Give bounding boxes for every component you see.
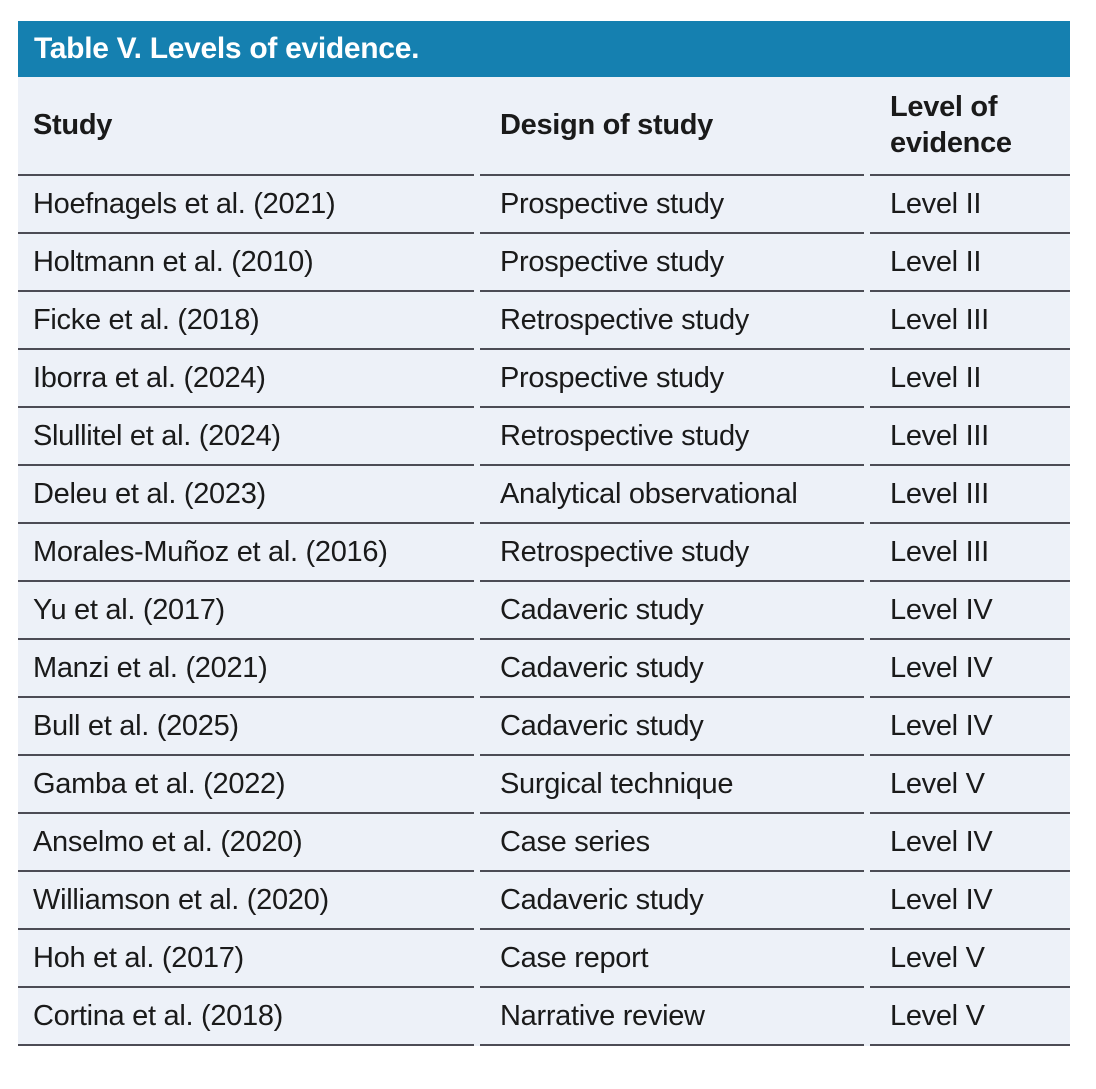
design-cell: Prospective study (480, 350, 864, 408)
table-row: Holtmann et al. (2010) Prospective study L… (18, 234, 1070, 292)
table-row: Yu et al. (2017) Cadaveric study Level IV (18, 582, 1070, 640)
level-cell: Level V (870, 988, 1070, 1046)
level-cell: Level V (870, 930, 1070, 988)
column-header-design: Design of study (480, 77, 864, 176)
design-cell: Prospective study (480, 234, 864, 292)
study-cell: Manzi et al. (2021) (18, 640, 474, 698)
design-cell: Prospective study (480, 176, 864, 234)
table-row: Hoh et al. (2017) Case report Level V (18, 930, 1070, 988)
level-cell: Level IV (870, 872, 1070, 930)
design-cell: Analytical observational (480, 466, 864, 524)
table-row: Manzi et al. (2021) Cadaveric study Level … (18, 640, 1070, 698)
study-cell: Anselmo et al. (2020) (18, 814, 474, 872)
level-cell: Level III (870, 524, 1070, 582)
level-cell: Level IV (870, 814, 1070, 872)
level-cell: Level II (870, 350, 1070, 408)
study-cell: Bull et al. (2025) (18, 698, 474, 756)
table-row: Deleu et al. (2023) Analytical observatio… (18, 466, 1070, 524)
design-cell: Narrative review (480, 988, 864, 1046)
table-title-bar: Table V. Levels of evidence. (18, 21, 1070, 77)
study-cell: Hoefnagels et al. (2021) (18, 176, 474, 234)
level-cell: Level II (870, 234, 1070, 292)
column-header-level: Level of evidence (870, 77, 1070, 176)
level-cell: Level III (870, 466, 1070, 524)
evidence-table: Table V. Levels of evidence. Study Desig… (18, 21, 1070, 1046)
level-cell: Level II (870, 176, 1070, 234)
study-cell: Williamson et al. (2020) (18, 872, 474, 930)
study-cell: Deleu et al. (2023) (18, 466, 474, 524)
design-cell: Case series (480, 814, 864, 872)
level-cell: Level III (870, 292, 1070, 350)
table-body: Hoefnagels et al. (2021) Prospective stud… (18, 176, 1070, 1046)
table-row: Morales-Muñoz et al. (2016) Retrospective… (18, 524, 1070, 582)
design-cell: Retrospective study (480, 524, 864, 582)
level-cell: Level V (870, 756, 1070, 814)
design-cell: Surgical technique (480, 756, 864, 814)
table-row: Anselmo et al. (2020) Case series Level IV (18, 814, 1070, 872)
study-cell: Slullitel et al. (2024) (18, 408, 474, 466)
table-row: Bull et al. (2025) Cadaveric study Level I… (18, 698, 1070, 756)
study-cell: Cortina et al. (2018) (18, 988, 474, 1046)
study-cell: Hoh et al. (2017) (18, 930, 474, 988)
table-row: Cortina et al. (2018) Narrative review Lev… (18, 988, 1070, 1046)
table-row: Hoefnagels et al. (2021) Prospective stud… (18, 176, 1070, 234)
design-cell: Cadaveric study (480, 698, 864, 756)
study-cell: Yu et al. (2017) (18, 582, 474, 640)
study-cell: Iborra et al. (2024) (18, 350, 474, 408)
design-cell: Retrospective study (480, 408, 864, 466)
table-row: Slullitel et al. (2024) Retrospective stu… (18, 408, 1070, 466)
design-cell: Cadaveric study (480, 872, 864, 930)
study-cell: Holtmann et al. (2010) (18, 234, 474, 292)
table-row: Williamson et al. (2020) Cadaveric study L… (18, 872, 1070, 930)
study-cell: Gamba et al. (2022) (18, 756, 474, 814)
design-cell: Retrospective study (480, 292, 864, 350)
design-cell: Cadaveric study (480, 582, 864, 640)
level-cell: Level III (870, 408, 1070, 466)
table-row: Ficke et al. (2018) Retrospective study Le… (18, 292, 1070, 350)
column-header-study: Study (18, 77, 474, 176)
table-header-row: Study Design of study Level of evidence (18, 77, 1070, 176)
level-cell: Level IV (870, 582, 1070, 640)
table-title: Table V. Levels of evidence. (34, 32, 420, 65)
study-cell: Morales-Muñoz et al. (2016) (18, 524, 474, 582)
design-cell: Cadaveric study (480, 640, 864, 698)
table-row: Iborra et al. (2024) Prospective study Lev… (18, 350, 1070, 408)
design-cell: Case report (480, 930, 864, 988)
level-cell: Level IV (870, 698, 1070, 756)
table-row: Gamba et al. (2022) Surgical technique Lev… (18, 756, 1070, 814)
level-cell: Level IV (870, 640, 1070, 698)
study-cell: Ficke et al. (2018) (18, 292, 474, 350)
